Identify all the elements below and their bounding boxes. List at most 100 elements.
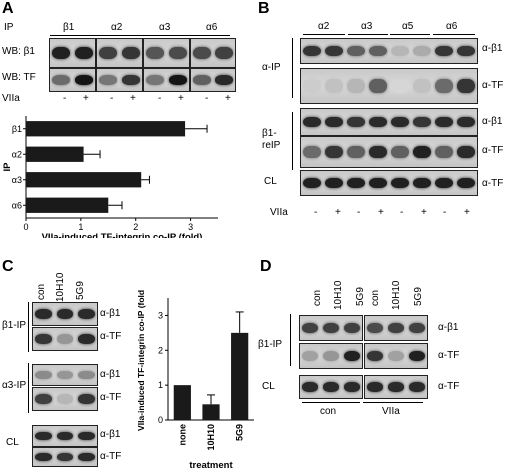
blot-band [347, 116, 365, 128]
blot-band [435, 145, 453, 159]
y-axis-label: IP [2, 162, 13, 172]
panel-c-lane-5g9: 5G9 [75, 281, 86, 300]
blot-band [391, 177, 409, 189]
blot-band [435, 177, 453, 189]
tick-label: 2 [133, 222, 138, 232]
blot-band [303, 45, 321, 57]
panel-c-bracket [28, 363, 29, 413]
panel-c-group-b1ip: β1-IP [2, 320, 27, 331]
blot-band [35, 453, 52, 461]
bar [26, 146, 84, 162]
blot-band [193, 47, 211, 59]
panel-d-lane: con [370, 289, 381, 306]
blot-band [78, 453, 95, 461]
blot-band [391, 116, 409, 128]
blot-band [74, 75, 93, 85]
blot-band [303, 78, 321, 94]
blot-band [369, 177, 387, 189]
panel-d-lane: con [312, 289, 323, 306]
blot-band [457, 116, 475, 128]
panel-a-sign: - [63, 93, 67, 104]
blot-band [413, 78, 431, 94]
blot-strip [32, 364, 98, 386]
blot-band [322, 322, 340, 334]
panel-b-row-label: α-β1 [482, 43, 503, 54]
tick-label: none [177, 424, 187, 446]
panel-b-sign: + [335, 207, 341, 218]
panel-d-bracket [290, 314, 291, 366]
panel-c-group-cl: CL [6, 437, 19, 448]
panel-d-rule [363, 402, 423, 403]
blot-band [457, 78, 475, 94]
panel-b-letter: B [258, 0, 270, 17]
blot-band [343, 382, 360, 392]
bar [26, 121, 186, 137]
blot-band [35, 309, 52, 319]
blot-band [347, 145, 365, 159]
panel-d-letter: D [260, 258, 272, 275]
panel-b-row-label: α-TF [482, 178, 504, 189]
blot-band [215, 75, 233, 85]
panel-d-group-cl: CL [262, 381, 275, 392]
blot-band [303, 177, 321, 189]
blot-band [121, 47, 140, 59]
blot-band [413, 145, 431, 159]
panel-d-lane: 5G9 [413, 287, 424, 306]
tick-label: α2 [12, 149, 22, 159]
blot-strip [299, 375, 363, 399]
panel-d-lane: 10H10 [333, 280, 344, 310]
tick-label: 3 [158, 310, 163, 320]
panel-b-sign: - [357, 207, 361, 218]
panel-d-rule [302, 402, 360, 403]
panel-b-group-cl: CL [264, 176, 277, 187]
panel-c-row-label: α-TF [100, 451, 122, 462]
blot-band [367, 322, 384, 334]
panel-a-sign: + [225, 93, 231, 104]
blot-strip [190, 68, 236, 92]
tick-label: α6 [12, 200, 22, 210]
panel-a-col-b1: β1 [63, 22, 75, 33]
panel-b-row-label: α-β1 [482, 116, 503, 127]
blot-strip [300, 108, 478, 136]
blot-band [325, 145, 343, 159]
blot-band [121, 75, 140, 85]
tick-label: 3 [188, 222, 193, 232]
blot-band [215, 47, 233, 59]
panel-b-bracket [292, 112, 293, 170]
blot-band [56, 309, 74, 319]
blot-band [168, 75, 187, 85]
blot-band [78, 334, 95, 344]
blot-band [193, 75, 211, 85]
blot-band [413, 45, 431, 57]
x-axis-label: treatment [189, 460, 233, 471]
blot-band [322, 350, 340, 362]
panel-c-bar-chart: none 10H10 5G9 0 1 2 3 treatment VIIa-induced TF… [136, 290, 254, 471]
blot-band [408, 350, 425, 362]
blot-band [369, 116, 387, 128]
blot-band [391, 45, 409, 57]
panel-b-rule [303, 34, 345, 35]
panel-c-row-label: α-β1 [100, 369, 121, 380]
panel-b-row-label: α-TF [482, 80, 504, 91]
blot-band [74, 47, 93, 59]
blot-band [347, 78, 365, 94]
blot-strip [364, 315, 428, 341]
bar [26, 172, 142, 188]
blot-band [387, 322, 405, 334]
panel-c-row-label: α-TF [100, 331, 122, 342]
blot-band [369, 145, 387, 159]
panel-a-col-a6: α6 [206, 22, 218, 33]
blot-strip [96, 38, 143, 68]
blot-band [99, 47, 118, 59]
tick-label: 5G9 [235, 424, 245, 441]
bar [26, 197, 109, 213]
blot-band [325, 116, 343, 128]
blot-band [391, 145, 409, 159]
panel-a-sign: - [110, 93, 114, 104]
blot-band [78, 309, 95, 319]
panel-c-letter: C [2, 258, 14, 275]
panel-a-row-wb-tf: WB: TF [2, 72, 36, 83]
bar [231, 332, 249, 420]
panel-b-treatment-label: VIIa [270, 207, 288, 218]
panel-d-row-label: α-TF [438, 350, 460, 361]
